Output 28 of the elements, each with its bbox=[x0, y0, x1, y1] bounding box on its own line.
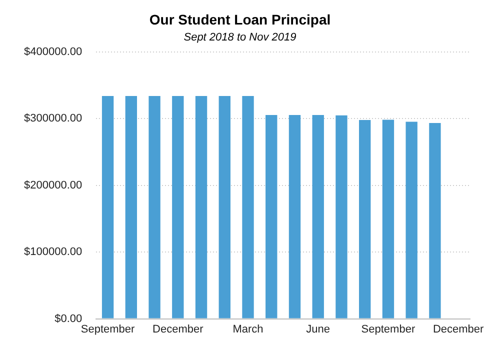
bar bbox=[359, 120, 371, 318]
bar bbox=[382, 120, 394, 318]
bar bbox=[266, 115, 278, 318]
y-tick-label: $200000.00 bbox=[24, 179, 82, 192]
x-tick-label: June bbox=[306, 323, 330, 336]
x-tick-label: March bbox=[232, 323, 264, 336]
bar bbox=[125, 96, 138, 318]
bar bbox=[336, 115, 348, 318]
x-tick-label: December bbox=[432, 323, 484, 336]
bar bbox=[218, 96, 230, 318]
x-tick-label: September bbox=[361, 323, 416, 336]
bar bbox=[429, 123, 441, 318]
bar bbox=[148, 96, 160, 318]
y-tick-label: $0.00 bbox=[54, 312, 82, 325]
chart-title: Our Student Loan Principal bbox=[149, 11, 331, 28]
chart-subtitle: Sept 2018 to Nov 2019 bbox=[184, 31, 296, 44]
bar bbox=[195, 96, 208, 318]
x-tick-label: September bbox=[80, 323, 136, 336]
bar bbox=[172, 96, 184, 318]
y-tick-label: $300000.00 bbox=[24, 112, 82, 125]
bar bbox=[242, 96, 254, 318]
x-tick-label: December bbox=[152, 323, 204, 336]
bar bbox=[406, 122, 418, 318]
y-tick-label: $400000.00 bbox=[24, 46, 82, 58]
bar bbox=[312, 115, 324, 318]
y-tick-label: $100000.00 bbox=[24, 246, 82, 258]
bar bbox=[288, 115, 301, 318]
bar bbox=[102, 96, 114, 318]
